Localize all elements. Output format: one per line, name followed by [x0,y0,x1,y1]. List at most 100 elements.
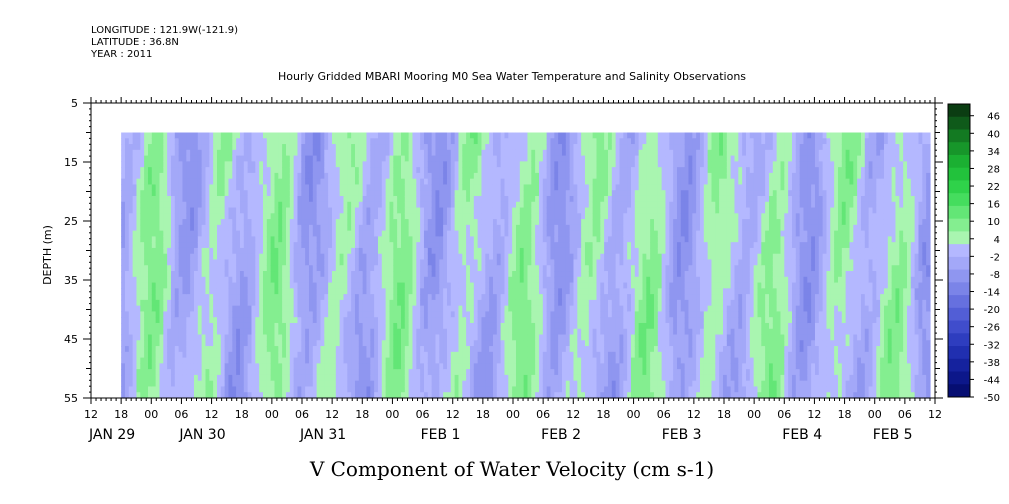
heatmap-cell [385,357,391,364]
heatmap-cell [289,213,295,220]
heatmap-cell [293,322,299,330]
heatmap-cell [174,334,180,341]
heatmap-cell [255,178,260,186]
heatmap-cell [282,351,287,359]
heatmap-cell [140,149,145,157]
heatmap-cell [404,132,410,139]
heatmap-cell [186,167,191,174]
heatmap-cell [339,213,345,220]
heatmap-cell [489,334,494,341]
heatmap-cell [427,392,433,399]
heatmap-cell [201,178,207,186]
heatmap-cell [462,305,467,313]
heatmap-cell [458,374,463,382]
heatmap-cell [397,259,402,266]
heatmap-cell [201,247,207,255]
heatmap-cell [481,178,486,186]
heatmap-cell [446,386,452,393]
heatmap-cell [232,392,237,399]
heatmap-cell [339,271,345,278]
heatmap-cell [278,172,283,180]
heatmap-cell [262,178,268,186]
heatmap-cell [186,195,191,203]
heatmap-cell [358,138,364,145]
heatmap-cell [266,195,272,203]
heatmap-cell [197,230,203,237]
heatmap-cell [515,213,521,220]
heatmap-cell [423,219,429,226]
heatmap-cell [243,288,249,295]
heatmap-cell [140,392,145,399]
heatmap-cell [251,317,256,324]
heatmap-cell [339,369,345,376]
heatmap-cell [423,305,429,313]
heatmap-cell [174,236,180,243]
heatmap-cell [400,144,406,151]
heatmap-cell [308,299,314,307]
heatmap-cell [420,167,425,174]
heatmap-cell [167,392,172,399]
heatmap-cell [439,132,444,139]
heatmap-cell [473,392,479,399]
heatmap-cell [251,305,256,313]
heatmap-cell [515,357,521,364]
heatmap-cell [374,357,379,364]
heatmap-cell [331,276,337,284]
heatmap-cell [347,380,352,388]
heatmap-cell [504,172,509,180]
heatmap-cell [167,271,172,278]
heatmap-cell [393,201,398,209]
heatmap-cell [289,305,295,313]
heatmap-cell [247,242,253,249]
heatmap-cell [205,167,210,174]
heatmap-cell [523,288,529,295]
heatmap-cell [301,247,306,255]
heatmap-cell [351,184,356,191]
heatmap-cell [197,294,203,301]
heatmap-cell [190,155,195,162]
heatmap-cell [374,161,379,168]
heatmap-cell [473,369,479,376]
heatmap-cell [293,374,299,382]
heatmap-cell [297,351,302,359]
heatmap-cell [121,334,126,341]
heatmap-cell [193,155,199,162]
heatmap-cell [251,172,256,180]
heatmap-cell [285,392,291,399]
heatmap-cell [354,201,360,209]
heatmap-cell [259,317,264,324]
heatmap-cell [308,328,314,336]
heatmap-cell [144,351,149,359]
heatmap-cell [519,311,525,318]
heatmap-cell [404,149,410,157]
heatmap-cell [305,195,310,203]
heatmap-cell [305,161,310,168]
heatmap-cell [377,317,383,324]
heatmap-cell [282,149,287,157]
heatmap-cell [178,155,184,162]
heatmap-cell [435,380,440,388]
heatmap-cell [347,172,352,180]
heatmap-cell [228,271,233,278]
heatmap-cell [308,149,314,157]
heatmap-cell [481,138,486,145]
heatmap-cell [485,351,490,359]
heatmap-cell [255,369,260,376]
heatmap-cell [519,363,525,370]
heatmap-cell [351,253,356,261]
heatmap-cell [228,161,233,168]
heatmap-cell [247,282,253,289]
heatmap-cell [308,138,314,145]
heatmap-cell [358,374,364,382]
heatmap-cell [420,392,425,399]
heatmap-cell [289,155,295,162]
heatmap-cell [259,386,264,393]
heatmap-cell [182,259,187,266]
heatmap-cell [450,161,456,168]
heatmap-cell [239,351,245,359]
heatmap-cell [232,288,237,295]
heatmap-cell [255,282,260,289]
heatmap-cell [308,247,314,255]
heatmap-cell [297,357,302,364]
heatmap-cell [446,322,452,330]
